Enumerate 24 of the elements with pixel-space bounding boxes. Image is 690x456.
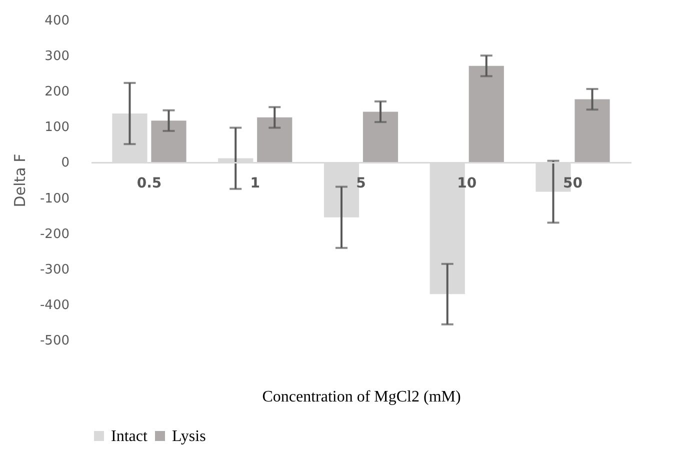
y-tick-label: 300 [44,49,70,64]
bar [574,99,610,162]
y-axis-title: Delta F [10,154,29,208]
x-axis-title: Concentration of MgCl2 (mM) [262,388,461,406]
y-tick-label: -100 [40,191,70,206]
bar [151,120,186,162]
x-tick-label: 5 [356,176,366,192]
x-tick-label: 10 [457,176,477,192]
bar [468,66,504,162]
y-tick-label: 100 [44,120,70,136]
y-tick-label: -200 [40,226,70,242]
x-tick-label: 50 [563,176,583,192]
bar [362,112,398,162]
y-tick-label: -500 [40,334,70,348]
y-tick-label: 400 [44,14,70,28]
legend-label: Intact [111,428,148,445]
bar [257,117,292,162]
y-tick-label: -300 [40,262,70,278]
x-tick-label: 0.5 [136,176,162,192]
legend-label: Lysis [172,428,206,445]
y-tick-label: -400 [40,298,70,313]
x-tick-label: 1 [250,176,260,192]
y-tick-label: 0 [61,156,70,171]
y-tick-label: 200 [44,84,70,100]
